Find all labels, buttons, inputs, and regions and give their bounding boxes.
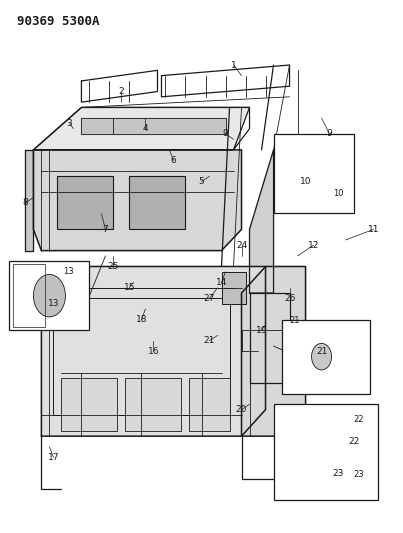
Bar	[54, 298, 230, 415]
Text: 8: 8	[23, 198, 28, 207]
Bar	[129, 176, 185, 229]
Text: 4: 4	[143, 124, 148, 133]
Text: 11: 11	[368, 225, 379, 234]
Text: 22: 22	[348, 437, 359, 446]
Text: 26: 26	[284, 294, 295, 303]
Bar	[286, 176, 305, 192]
Text: 21: 21	[289, 316, 300, 325]
Bar	[9, 261, 89, 330]
Text: 9: 9	[327, 130, 332, 139]
Text: 1: 1	[231, 61, 237, 69]
Circle shape	[33, 274, 65, 317]
Text: 17: 17	[48, 453, 59, 462]
Text: 15: 15	[124, 283, 135, 292]
Polygon shape	[33, 108, 249, 150]
Bar	[189, 378, 230, 431]
Polygon shape	[81, 118, 226, 134]
Text: 27: 27	[204, 294, 215, 303]
Polygon shape	[33, 150, 241, 251]
Text: 19: 19	[256, 326, 267, 335]
Text: 12: 12	[308, 241, 319, 250]
Circle shape	[312, 343, 332, 370]
Text: 21: 21	[204, 336, 215, 345]
Text: 18: 18	[136, 315, 147, 324]
Text: 13: 13	[63, 266, 73, 276]
Text: 22: 22	[353, 415, 364, 424]
Text: 14: 14	[216, 278, 227, 287]
Text: 6: 6	[170, 156, 177, 165]
Bar	[57, 176, 114, 229]
Bar	[222, 272, 245, 304]
Text: 90369 5300A: 90369 5300A	[17, 14, 100, 28]
Text: 13: 13	[48, 299, 59, 308]
Text: 2: 2	[118, 87, 124, 96]
Bar	[61, 378, 117, 431]
Polygon shape	[241, 266, 305, 436]
Bar	[253, 314, 286, 367]
Polygon shape	[249, 293, 289, 383]
Text: 21: 21	[316, 347, 327, 356]
Text: 9: 9	[222, 130, 229, 139]
Polygon shape	[249, 150, 274, 293]
Text: 7: 7	[103, 225, 108, 234]
Bar	[274, 134, 353, 214]
Bar	[282, 319, 370, 394]
Text: 3: 3	[66, 119, 72, 128]
Text: 23: 23	[353, 470, 364, 479]
Text: 16: 16	[148, 347, 159, 356]
Bar	[13, 264, 46, 327]
Text: 10: 10	[334, 189, 344, 198]
Polygon shape	[282, 415, 353, 484]
Text: 5: 5	[199, 177, 204, 186]
Text: 25: 25	[108, 262, 119, 271]
Text: 20: 20	[236, 405, 247, 414]
Bar	[274, 405, 378, 500]
Bar	[125, 378, 181, 431]
Text: 10: 10	[300, 177, 311, 186]
Text: 23: 23	[332, 469, 343, 478]
Text: 24: 24	[236, 241, 247, 250]
Polygon shape	[42, 266, 266, 436]
Polygon shape	[25, 150, 33, 251]
